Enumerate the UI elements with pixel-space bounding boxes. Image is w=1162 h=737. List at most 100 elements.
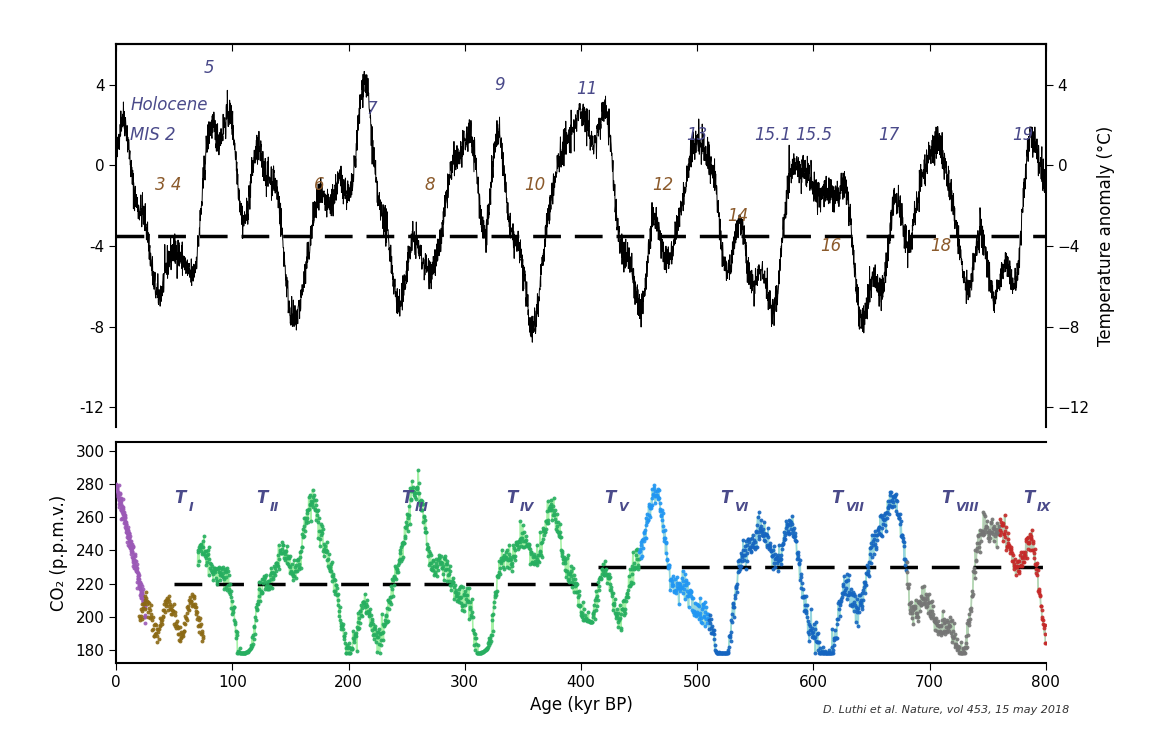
Point <box>522 546 540 558</box>
Point <box>741 546 760 558</box>
Point <box>121 540 139 552</box>
Point <box>302 514 321 526</box>
Point <box>438 558 457 570</box>
Point <box>748 520 767 531</box>
Point <box>123 540 142 552</box>
Point <box>351 605 370 617</box>
Point <box>307 500 325 511</box>
Point <box>831 609 849 621</box>
Point <box>124 554 143 566</box>
Point <box>643 499 661 511</box>
Point <box>781 519 799 531</box>
Point <box>517 539 536 551</box>
Point <box>181 595 200 607</box>
Point <box>575 613 594 625</box>
Point <box>352 602 371 614</box>
Point <box>981 533 999 545</box>
Point <box>510 542 529 553</box>
Point <box>966 545 984 556</box>
Point <box>286 565 304 576</box>
Point <box>509 543 528 555</box>
Point <box>660 573 679 585</box>
Point <box>135 603 153 615</box>
Point <box>217 584 236 596</box>
Point <box>158 593 177 605</box>
Point <box>143 624 162 636</box>
Point <box>134 583 152 595</box>
Point <box>364 629 382 640</box>
Point <box>533 536 552 548</box>
Point <box>117 524 136 536</box>
Point <box>314 523 332 535</box>
Point <box>517 531 536 542</box>
Point <box>920 610 939 622</box>
Point <box>832 593 851 605</box>
Point <box>339 647 358 659</box>
Point <box>686 606 704 618</box>
Point <box>734 549 753 561</box>
Point <box>738 548 756 559</box>
Point <box>248 598 266 609</box>
Point <box>704 624 723 635</box>
Point <box>889 509 908 521</box>
Point <box>194 530 213 542</box>
Point <box>631 543 650 555</box>
Point <box>424 569 443 581</box>
Point <box>373 626 392 638</box>
Point <box>460 604 479 615</box>
Point <box>860 542 878 553</box>
Point <box>755 517 774 528</box>
Point <box>992 520 1011 531</box>
Point <box>580 615 598 627</box>
Point <box>184 598 202 610</box>
Point <box>560 573 579 584</box>
Point <box>911 605 930 617</box>
Point <box>918 593 937 605</box>
Point <box>458 582 476 594</box>
Point <box>908 610 926 622</box>
Point <box>251 595 270 607</box>
Point <box>580 615 598 627</box>
Point <box>751 534 769 545</box>
Point <box>432 562 451 574</box>
Point <box>819 647 838 659</box>
Point <box>909 611 927 623</box>
Point <box>703 620 722 632</box>
Point <box>157 594 175 606</box>
Point <box>569 589 588 601</box>
Point <box>454 590 473 601</box>
Point <box>801 618 819 629</box>
Point <box>805 623 824 635</box>
Point <box>516 535 535 547</box>
Point <box>195 548 214 559</box>
Point <box>983 523 1002 534</box>
Point <box>758 539 776 551</box>
Point <box>357 598 375 610</box>
Point <box>342 643 360 654</box>
Point <box>462 607 481 618</box>
Point <box>108 487 127 499</box>
Point <box>135 590 153 602</box>
Point <box>135 611 153 623</box>
Y-axis label: Temperature anomaly (°C): Temperature anomaly (°C) <box>1097 126 1114 346</box>
Point <box>561 565 580 577</box>
Point <box>978 531 997 543</box>
Point <box>731 564 749 576</box>
Point <box>774 537 792 549</box>
Point <box>899 598 918 610</box>
Point <box>676 568 695 580</box>
Point <box>274 552 293 564</box>
Point <box>148 623 166 635</box>
Point <box>127 560 145 572</box>
Point <box>913 597 932 609</box>
Point <box>730 553 748 565</box>
Point <box>474 646 493 657</box>
Point <box>858 559 876 570</box>
Point <box>187 606 206 618</box>
Point <box>445 593 464 605</box>
Point <box>531 526 550 538</box>
Point <box>996 525 1014 537</box>
Point <box>179 603 198 615</box>
Point <box>129 573 148 584</box>
Point <box>1017 533 1035 545</box>
